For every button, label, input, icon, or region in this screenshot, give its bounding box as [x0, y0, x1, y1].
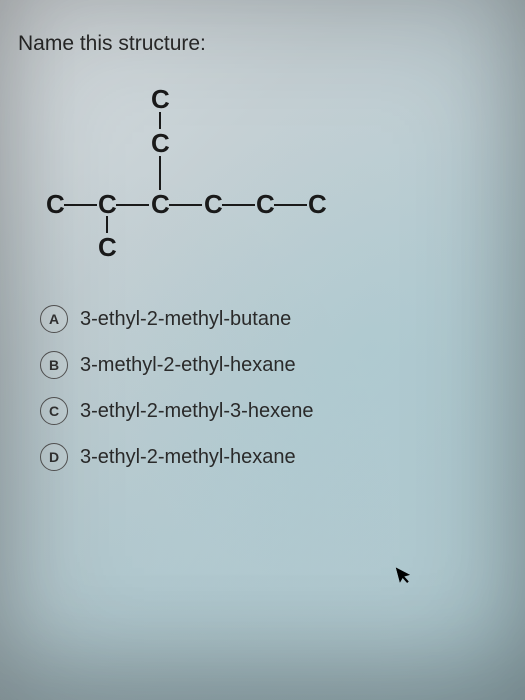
chemical-structure: C C C C C C C C C — [46, 84, 507, 269]
atom: C — [256, 189, 275, 220]
atom: C — [151, 128, 170, 159]
option-letter-circle: D — [40, 443, 68, 471]
option-text: 3-ethyl-2-methyl-hexane — [80, 446, 296, 469]
option-text: 3-methyl-2-ethyl-hexane — [80, 354, 296, 377]
option-b[interactable]: B 3-methyl-2-ethyl-hexane — [40, 351, 507, 379]
answer-options: A 3-ethyl-2-methyl-butane B 3-methyl-2-e… — [40, 305, 507, 471]
bond — [222, 204, 255, 206]
bond — [64, 204, 97, 206]
bond — [274, 204, 307, 206]
question-title: Name this structure: — [18, 32, 507, 56]
bond — [169, 204, 202, 206]
bond — [116, 204, 149, 206]
cursor-icon — [396, 563, 417, 586]
bond — [159, 156, 161, 190]
atom: C — [308, 189, 327, 220]
option-letter-circle: A — [40, 305, 68, 333]
option-text: 3-ethyl-2-methyl-butane — [80, 308, 291, 331]
atom: C — [204, 189, 223, 220]
atom: C — [46, 189, 65, 220]
bond — [159, 112, 161, 129]
option-c[interactable]: C 3-ethyl-2-methyl-3-hexene — [40, 397, 507, 425]
bond — [106, 216, 108, 233]
atom: C — [98, 232, 117, 263]
option-letter-circle: B — [40, 351, 68, 379]
option-a[interactable]: A 3-ethyl-2-methyl-butane — [40, 305, 507, 333]
atom: C — [151, 189, 170, 220]
option-d[interactable]: D 3-ethyl-2-methyl-hexane — [40, 443, 507, 471]
question-panel: Name this structure: C C C C C C C C C A… — [0, 0, 525, 471]
option-text: 3-ethyl-2-methyl-3-hexene — [80, 400, 313, 423]
atom: C — [151, 84, 170, 115]
option-letter-circle: C — [40, 397, 68, 425]
